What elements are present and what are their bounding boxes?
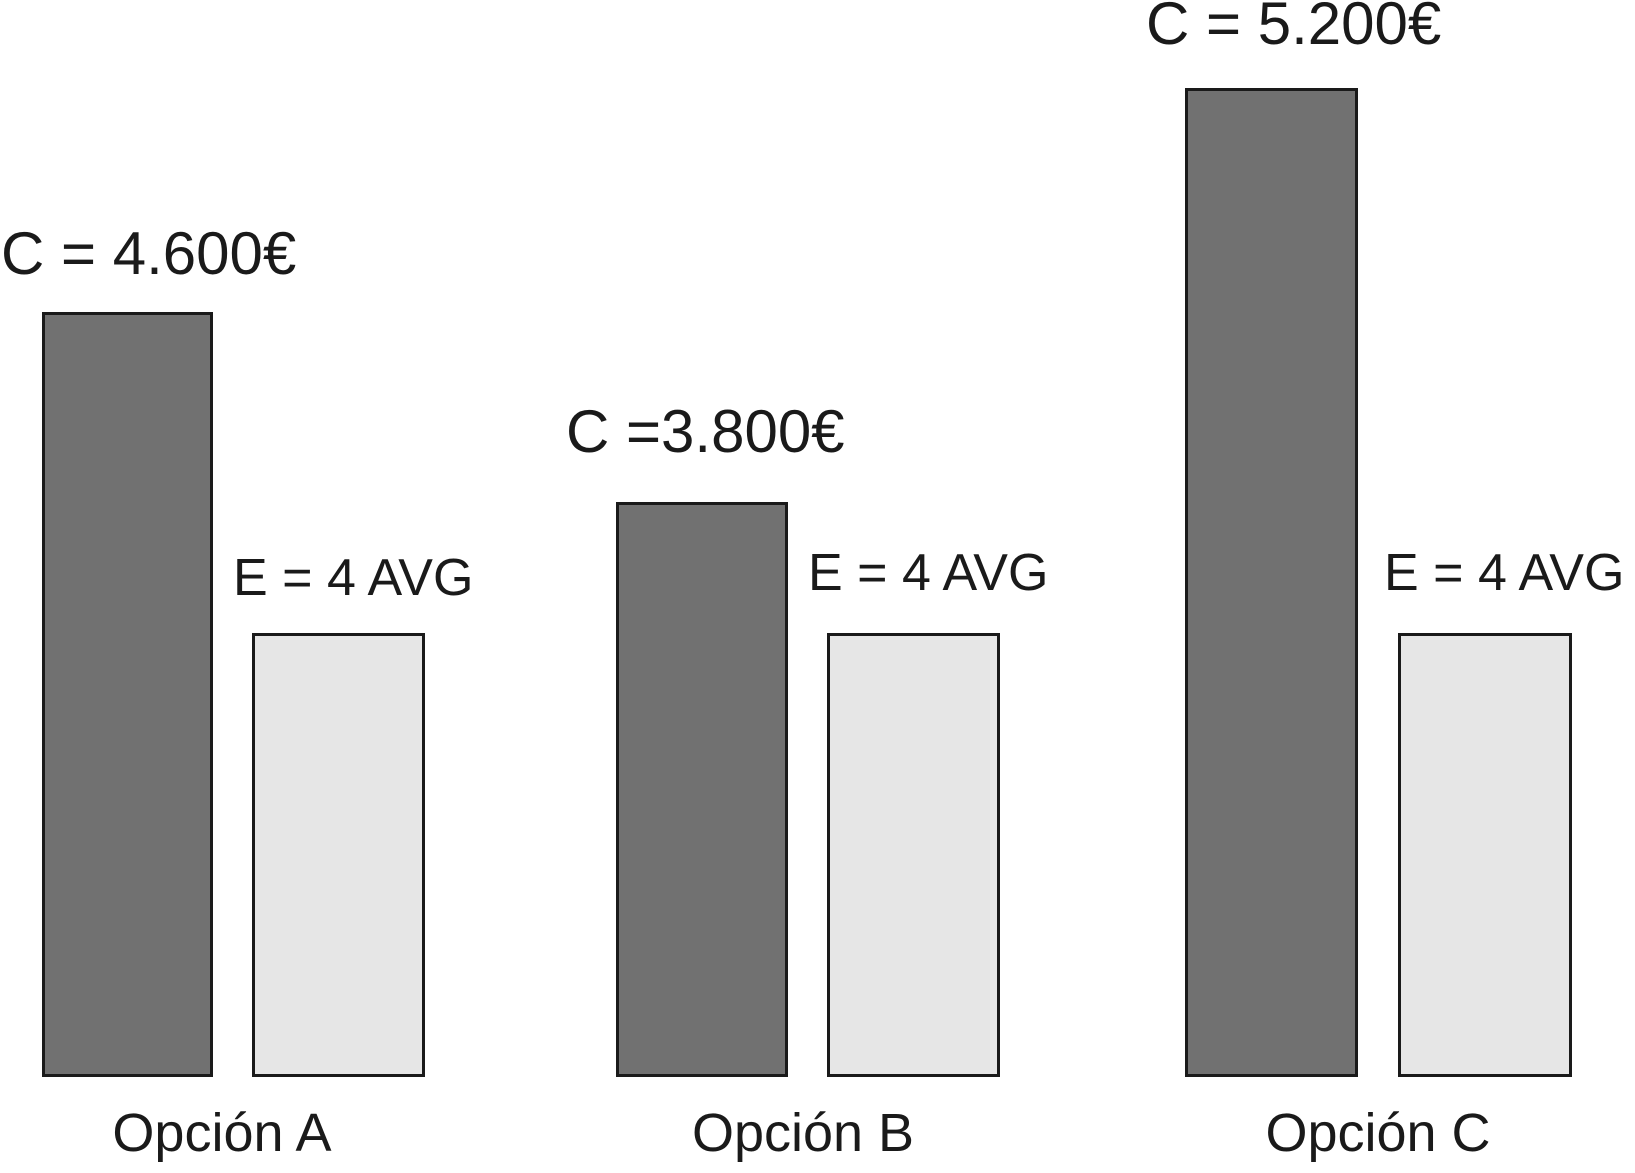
effectiveness-bar-opcion-c xyxy=(1398,633,1572,1077)
effectiveness-bar-opcion-b xyxy=(827,633,1000,1077)
category-label-opcion-c: Opción C xyxy=(1265,1103,1491,1163)
effectiveness-value-label-opcion-c: E = 4 AVG xyxy=(1384,544,1625,602)
cost-value-label-opcion-b: C =3.800€ xyxy=(566,398,845,465)
cost-bar-opcion-a xyxy=(42,312,213,1077)
category-label-opcion-a: Opción A xyxy=(112,1103,332,1163)
cost-bar-opcion-c xyxy=(1185,88,1358,1077)
cost-value-label-opcion-c: C = 5.200€ xyxy=(1146,0,1442,57)
cost-bar-opcion-b xyxy=(616,502,788,1077)
effectiveness-value-label-opcion-b: E = 4 AVG xyxy=(808,544,1049,602)
effectiveness-value-label-opcion-a: E = 4 AVG xyxy=(233,549,474,607)
cost-value-label-opcion-a: C = 4.600€ xyxy=(1,220,297,287)
effectiveness-bar-opcion-a xyxy=(252,633,425,1077)
category-label-opcion-b: Opción B xyxy=(691,1103,915,1163)
